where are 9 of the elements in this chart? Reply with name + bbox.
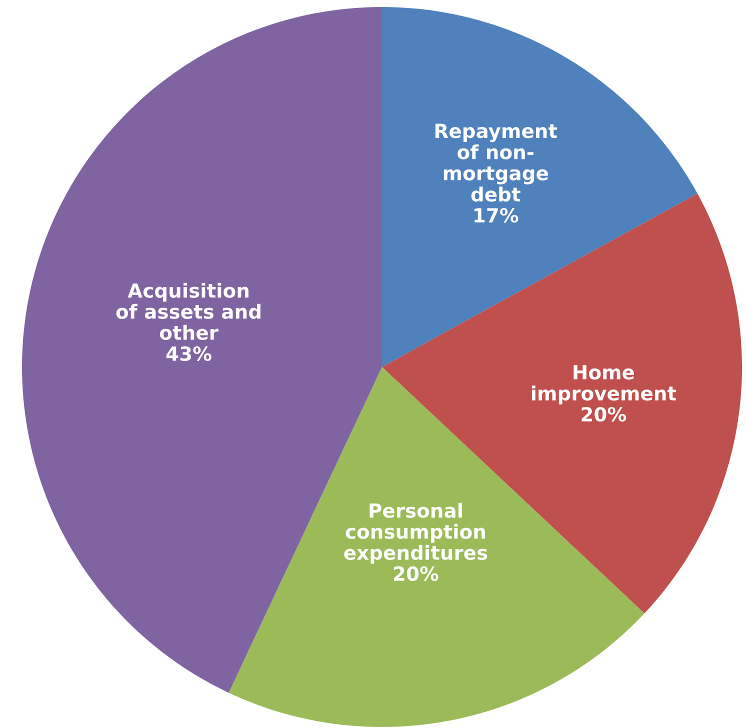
slice-label: Home improvement	[532, 365, 676, 404]
slice-label: Repayment of non- mortgage debt	[435, 124, 558, 202]
pie-slice	[382, 7, 698, 367]
slice-label: Personal consumption expenditures	[344, 502, 488, 564]
data-label: 20%	[582, 406, 626, 422]
slice-label: Acquisition of assets and other	[116, 282, 260, 340]
data-label: 20%	[394, 566, 438, 582]
data-label: 43%	[166, 346, 212, 361]
data-label: 17%	[474, 208, 518, 223]
